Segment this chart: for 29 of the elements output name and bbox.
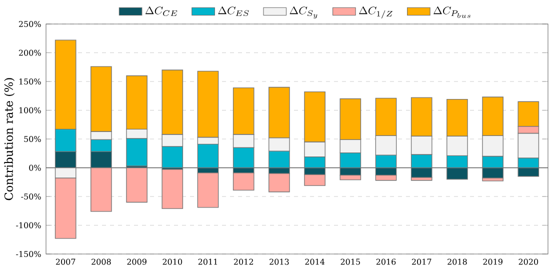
x-tick-label: 2011	[198, 258, 218, 265]
y-tick-label: 50%	[24, 136, 41, 142]
x-tick-label: 2007	[56, 258, 76, 265]
x-tick-label: 2014	[305, 258, 325, 265]
y-tick-label: 0%	[29, 164, 41, 171]
x-tick-label: 2019	[483, 258, 502, 265]
legend-label: $\Delta C_{ES}$	[218, 6, 249, 16]
x-tick-label: 2018	[448, 258, 467, 265]
legend-label: $\Delta C_{CE}$	[145, 6, 178, 16]
x-tick-label: 2017	[412, 258, 432, 265]
x-tick-label: 2008	[92, 258, 111, 265]
x-tick-label: 2010	[162, 258, 182, 265]
y-tick-label: -150%	[16, 250, 41, 257]
x-tick-label: 2020	[518, 258, 538, 265]
y-tick-label: 150%	[19, 78, 41, 85]
legend-label: $\Delta C_{P_{bus}}$	[434, 6, 470, 18]
y-tick-label: 250%	[18, 20, 41, 28]
y-tick-label: -50%	[21, 193, 41, 200]
x-tick-label: 2016	[376, 258, 396, 265]
y-axis-title: Contribution rate (%)	[4, 78, 15, 200]
y-tick-label: 100%	[19, 107, 41, 114]
y-tick-label: -100%	[16, 222, 41, 228]
x-tick-label: 2015	[340, 258, 360, 265]
y-tick-label: 200%	[18, 50, 41, 56]
legend-label: $\Delta C_{1/Z}$	[359, 6, 393, 18]
legend-label: $\Delta C_{S_y}$	[290, 6, 318, 19]
x-tick-label: 2012	[234, 258, 253, 265]
x-tick-label: 2013	[270, 258, 289, 265]
x-tick-label: 2009	[127, 258, 146, 265]
